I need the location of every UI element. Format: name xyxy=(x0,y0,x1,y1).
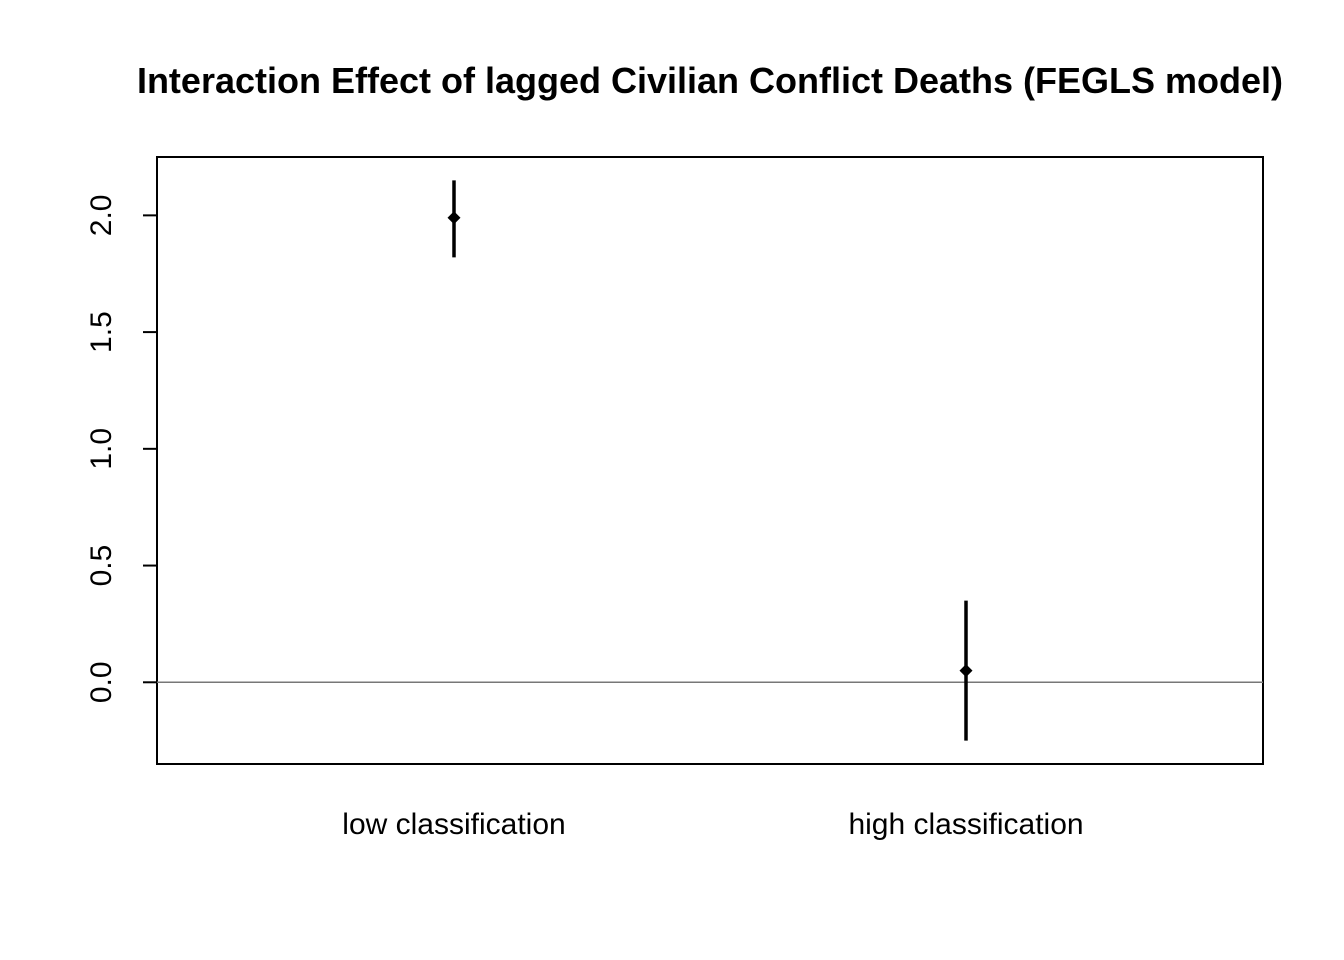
y-tick-label: 1.5 xyxy=(85,311,118,353)
plot-frame xyxy=(156,156,1264,765)
chart-title: Interaction Effect of lagged Civilian Co… xyxy=(137,60,1283,101)
y-tick-label: 1.0 xyxy=(85,428,118,470)
y-tick-label: 2.0 xyxy=(85,195,118,237)
y-axis: 0.0 0.5 1.0 1.5 2.0 xyxy=(85,195,157,703)
y-tick-label: 0.5 xyxy=(85,545,118,587)
y-tick-label: 0.0 xyxy=(85,661,118,703)
point-estimate-1 xyxy=(959,664,973,678)
x-axis-category-labels: low classification high classification xyxy=(342,808,1083,841)
data-marks xyxy=(447,180,973,741)
point-estimate-0 xyxy=(447,211,461,225)
x-category-label: low classification xyxy=(342,808,565,841)
x-category-label: high classification xyxy=(848,808,1083,841)
